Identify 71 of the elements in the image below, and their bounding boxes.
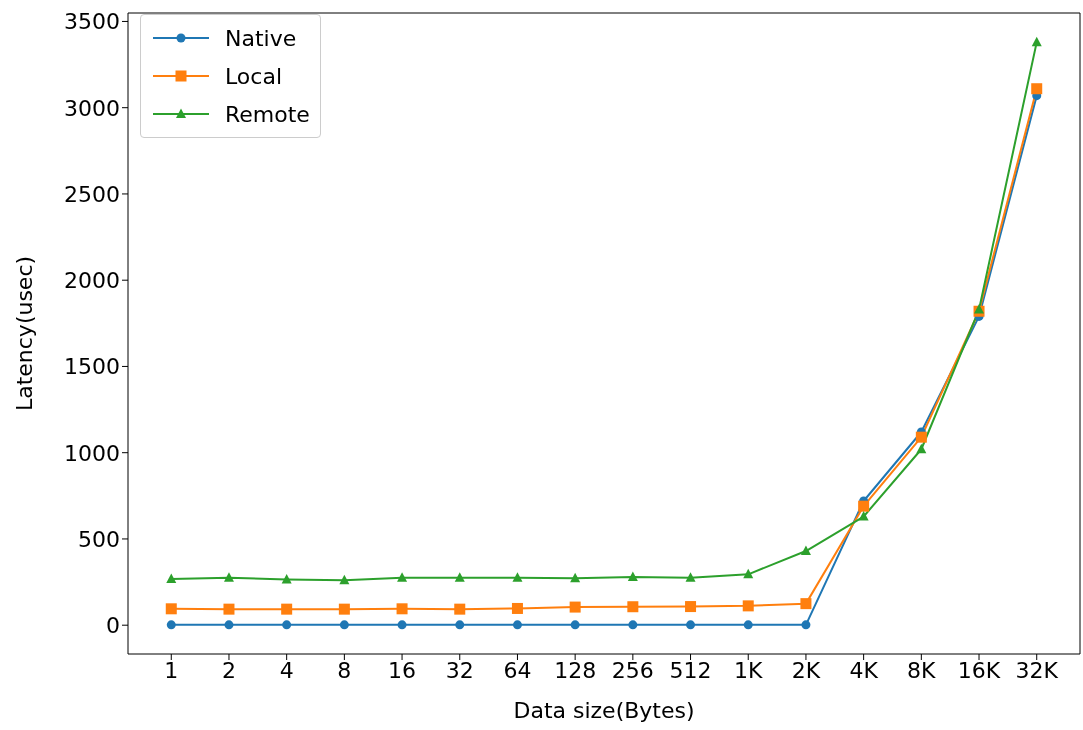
x-tick-label: 8: [337, 657, 352, 683]
x-tick-label: 4: [279, 657, 294, 683]
x-tick-label: 8K: [907, 657, 937, 683]
point: [628, 620, 638, 630]
point: [397, 572, 408, 582]
point: [511, 602, 523, 614]
x-tick-label: 256: [611, 657, 654, 683]
x-tick-label: 128: [554, 657, 597, 683]
y-axis-title: Latency(usec): [11, 255, 37, 412]
x-tick-label: 1: [164, 657, 179, 683]
legend-label: Native: [225, 25, 297, 51]
x-tick-label: 1K: [734, 657, 764, 683]
y-tick-label: 3500: [64, 9, 120, 35]
point: [570, 572, 581, 583]
point: [454, 603, 466, 615]
point: [166, 620, 176, 630]
point: [339, 620, 349, 630]
point: [397, 620, 407, 630]
y-tick-label: 2500: [64, 181, 120, 207]
point: [743, 568, 754, 579]
point: [1031, 36, 1042, 47]
point: [1031, 83, 1043, 95]
x-tick-label: 2: [221, 657, 236, 683]
point: [338, 603, 350, 615]
y-tick-label: 0: [106, 613, 120, 638]
point: [627, 571, 638, 581]
y-tick-label: 3000: [64, 95, 120, 121]
x-tick-label: 2K: [791, 657, 821, 683]
point: [570, 620, 580, 630]
point: [685, 601, 697, 613]
point: [281, 573, 292, 584]
point: [512, 572, 523, 582]
x-tick-label: 4K: [849, 657, 879, 683]
legend-label: Remote: [225, 101, 310, 127]
point: [512, 620, 522, 630]
point: [915, 431, 927, 443]
point: [224, 620, 234, 630]
point: [165, 603, 177, 615]
x-tick-label: 32K: [1015, 657, 1059, 683]
point: [858, 511, 869, 521]
x-axis-title: Data size(Bytes): [513, 698, 695, 723]
point: [858, 500, 870, 512]
point: [339, 574, 350, 585]
point: [223, 572, 234, 582]
y-tick-label: 2000: [64, 268, 120, 294]
point: [916, 443, 927, 454]
point: [800, 545, 811, 556]
point: [801, 620, 811, 630]
point: [569, 601, 581, 613]
point: [685, 572, 696, 582]
x-tick-label: 16K: [957, 657, 1001, 683]
x-tick-label: 32: [445, 657, 474, 683]
y-tick-label: 500: [78, 526, 120, 552]
x-tick-label: 16: [388, 657, 417, 683]
point: [396, 603, 408, 615]
point: [166, 573, 177, 583]
x-tick-label: 512: [669, 657, 712, 683]
point: [282, 620, 292, 630]
point: [455, 620, 465, 630]
y-tick-label: 1500: [64, 354, 120, 380]
point: [454, 572, 465, 582]
x-tick-label: 64: [503, 657, 532, 683]
point: [223, 603, 235, 615]
point: [627, 601, 639, 613]
point: [281, 603, 293, 615]
point: [742, 600, 754, 612]
y-tick-label: 1000: [64, 440, 120, 466]
point: [800, 598, 812, 610]
legend-label: Local: [225, 63, 283, 89]
point: [743, 620, 753, 630]
point: [686, 620, 696, 630]
